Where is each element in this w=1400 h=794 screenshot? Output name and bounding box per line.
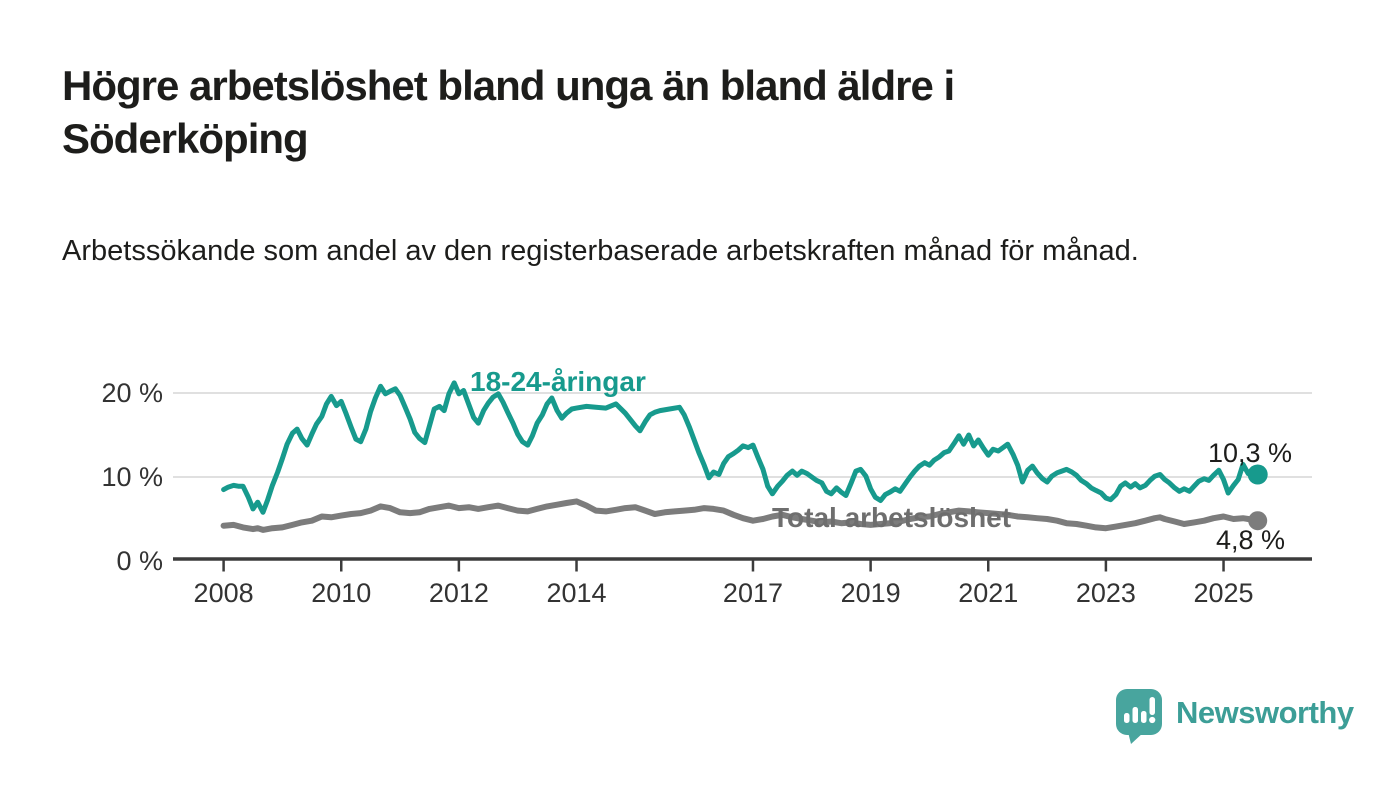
chart-subtitle: Arbetssökande som andel av den registerb… [62,235,1139,267]
y-tick-label: 0 % [116,546,163,576]
x-tick-label: 2017 [722,578,783,608]
end-value-label-total: 4,8 % [1215,525,1285,555]
series-label-18-24: 18-24-åringar [470,366,646,397]
series-label-total: Total arbetslöshet [772,502,1012,533]
newsworthy-logo: Newsworthy [1115,688,1354,745]
x-tick-label: 2025 [1193,578,1254,608]
x-tick-label: 2010 [311,578,372,608]
x-tick-label: 2021 [958,578,1019,608]
x-tick-label: 2019 [840,578,901,608]
brand-name: Newsworthy [1176,694,1354,730]
x-tick-label: 2023 [1075,578,1136,608]
logo-bubble-icon [1116,689,1162,744]
x-tick-label: 2008 [193,578,254,608]
page-title: Högre arbetslöshet bland unga än bland ä… [62,62,955,162]
y-tick-label: 10 % [101,462,163,492]
x-tick-label: 2014 [546,578,607,608]
y-tick-label: 20 % [101,378,163,408]
x-tick-label: 2012 [428,578,489,608]
end-value-label-18-24: 10,3 % [1207,438,1292,468]
